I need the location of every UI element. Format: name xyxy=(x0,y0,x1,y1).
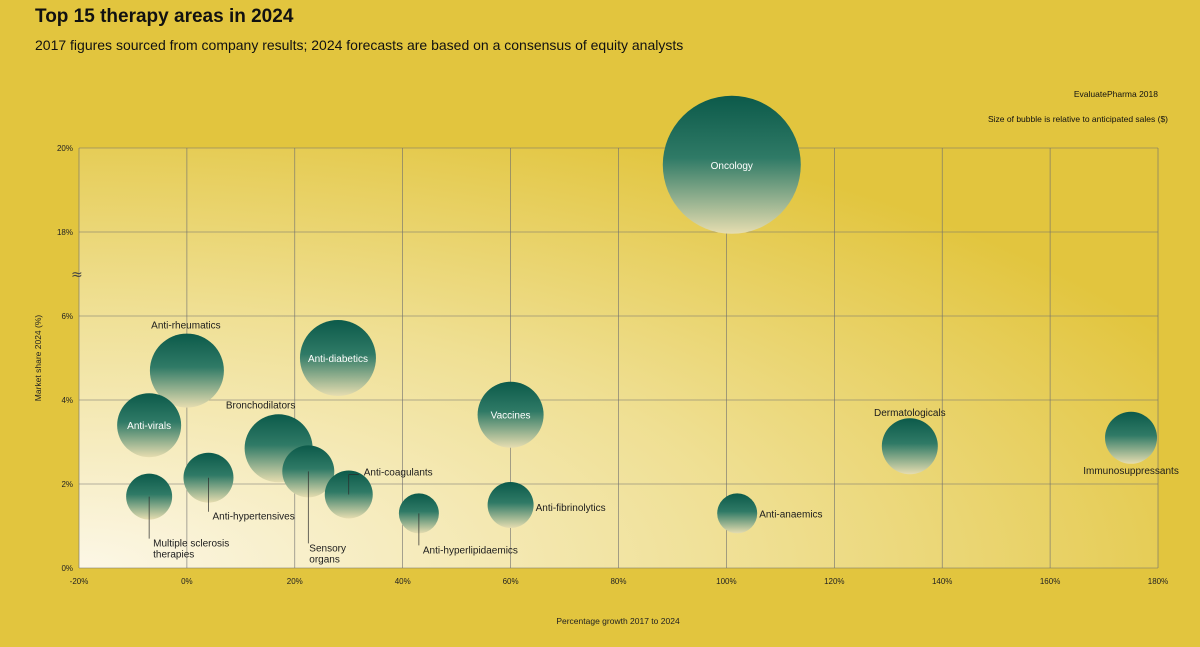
x-tick-label: 100% xyxy=(716,577,736,586)
bubble-label: Immunosuppressants xyxy=(1083,466,1179,477)
source-note: EvaluatePharma 2018 xyxy=(1073,89,1158,99)
bubble-label: Oncology xyxy=(711,161,753,172)
x-axis-label: Percentage growth 2017 to 2024 xyxy=(556,616,680,626)
bubble-label: Bronchodilators xyxy=(226,400,295,411)
bubble-label: Anti-fibrinolytics xyxy=(536,503,606,514)
bubble-point xyxy=(881,418,938,475)
bubble-size-note: Size of bubble is relative to anticipate… xyxy=(987,114,1168,124)
bubble-label: Anti-diabetics xyxy=(308,354,368,365)
bubble-label: Anti-anaemics xyxy=(759,509,822,520)
bubble-label: Anti-rheumatics xyxy=(151,321,220,332)
x-tick-label: 0% xyxy=(181,577,193,586)
bubble-labels: Oncology Anti-diabetics Anti-rheumatics Bro… xyxy=(127,161,1179,566)
x-tick-label: 60% xyxy=(503,577,519,586)
x-tick-label: 160% xyxy=(1040,577,1060,586)
x-tick-label: 180% xyxy=(1148,577,1168,586)
bubble-point xyxy=(299,320,376,396)
bubble-label: Anti-hypertensives xyxy=(212,512,294,523)
x-tick-label: 140% xyxy=(932,577,952,586)
axis-break-icon: ≈ xyxy=(71,267,83,283)
y-tick-label: 2% xyxy=(61,480,73,489)
x-tick-label: 80% xyxy=(610,577,626,586)
y-tick-label: 4% xyxy=(61,396,73,405)
bubble-label: Sensory organs xyxy=(309,543,346,565)
bubble-label: Multiple sclerosis therapies xyxy=(153,539,229,561)
bubble-point xyxy=(717,493,758,534)
bubble-point xyxy=(149,333,224,408)
bubble-point xyxy=(126,473,173,520)
chart-title: Top 15 therapy areas in 2024 xyxy=(35,6,294,27)
bubble-label: Anti-coagulants xyxy=(364,468,433,479)
bubble-label: Anti-hyperlipidaemics xyxy=(423,545,518,556)
x-tick-label: -20% xyxy=(70,577,89,586)
bubble-point xyxy=(487,482,534,528)
y-tick-label: 20% xyxy=(57,144,73,153)
bubble-label: Anti-virals xyxy=(127,421,171,432)
x-tick-label: 20% xyxy=(287,577,303,586)
y-tick-label: 18% xyxy=(57,228,73,237)
bubble-point xyxy=(477,381,544,448)
bubble-point xyxy=(1105,411,1158,464)
bubble-label: Vaccines xyxy=(491,411,531,422)
y-tick-label: 6% xyxy=(61,312,73,321)
y-tick-label: 0% xyxy=(61,564,73,573)
bubble-point xyxy=(662,95,801,234)
bubble-point xyxy=(117,393,182,458)
bubble-label: Dermatologicals xyxy=(874,408,946,419)
axis-ticks: -20% 0% 20% 40% 60% 80% 100% 120% 140% 160% 180% 0%… xyxy=(57,144,1168,586)
y-axis-label: Market share 2024 (%) xyxy=(33,315,43,402)
x-tick-label: 120% xyxy=(824,577,844,586)
x-tick-label: 40% xyxy=(395,577,411,586)
chart-subtitle: 2017 figures sourced from company result… xyxy=(35,37,684,53)
